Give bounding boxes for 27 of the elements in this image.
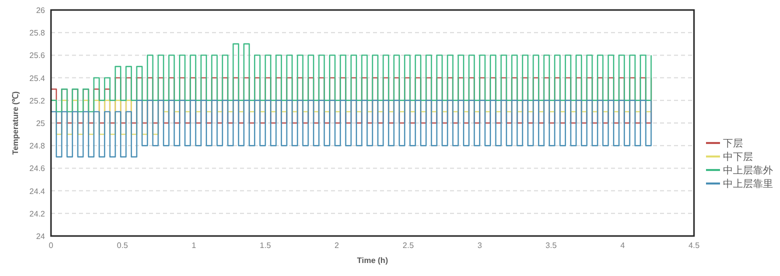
x-tick-label: 4.5 (688, 241, 700, 250)
legend-label: 中上层靠里 (723, 178, 773, 190)
y-axis-title: Temperature (℃) (11, 90, 20, 155)
legend-label: 中下层 (723, 151, 753, 163)
y-tick-label: 24.8 (29, 142, 46, 151)
legend-label: 中上层靠外 (723, 164, 773, 176)
y-tick-label: 25.4 (29, 74, 46, 83)
y-tick-label: 25 (36, 119, 46, 128)
legend-label: 下层 (723, 138, 743, 150)
y-tick-label: 24 (36, 232, 46, 241)
y-tick-label: 25.6 (29, 51, 46, 60)
y-tick-label: 26 (36, 6, 46, 15)
x-tick-label: 2 (334, 241, 340, 250)
x-tick-label: 2.5 (402, 241, 414, 250)
x-tick-label: 0 (48, 241, 54, 250)
y-tick-label: 24.6 (29, 164, 46, 174)
x-tick-label: 3.5 (546, 241, 558, 250)
x-tick-label: 1.5 (260, 241, 272, 250)
y-tick-label: 24.2 (29, 209, 46, 218)
y-tick-label: 25.2 (29, 96, 46, 106)
x-tick-label: 4 (620, 241, 626, 250)
y-tick-label: 24.4 (29, 186, 46, 196)
x-axis-title: Time (h) (357, 256, 388, 265)
x-tick-label: 0.5 (116, 241, 129, 250)
y-tick-label: 25.8 (29, 28, 46, 38)
x-tick-label: 3 (477, 241, 482, 250)
x-tick-label: 1 (192, 241, 197, 250)
